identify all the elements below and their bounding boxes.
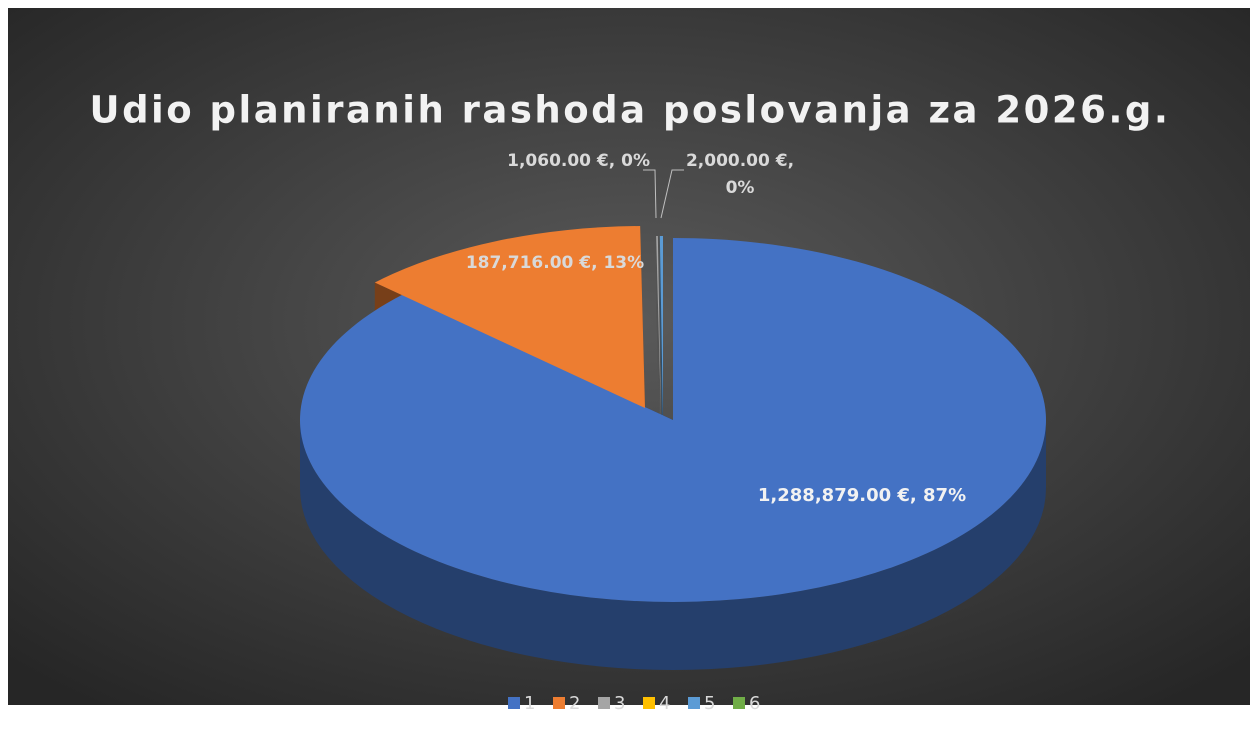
leader-line [660,169,684,219]
legend-label: 2 [569,693,580,714]
legend-label: 5 [704,693,715,714]
legend-swatch [508,697,520,709]
chart-title: Udio planiranih rashoda poslovanja za 20… [90,89,1171,132]
leader-line [643,169,657,219]
legend-swatch [598,697,610,709]
legend-swatch [643,697,655,709]
data-label: 187,716.00 €, 13% [465,253,645,273]
legend-swatch [733,697,745,709]
legend-swatch [688,697,700,709]
legend-label: 6 [749,693,760,714]
data-label: 1,288,879.00 €, 87% [757,485,967,506]
legend-label: 4 [659,693,670,714]
legend-swatch [553,697,565,709]
pie-slice [374,226,645,408]
pie-side [300,420,1046,670]
data-label: 1,060.00 €, 0% [507,151,650,171]
pie-slice [659,236,663,418]
data-label: 2,000.00 €, 0% [685,151,795,198]
pie-slice [656,236,661,418]
pie-slice [300,238,1047,602]
legend-label: 1 [524,693,535,714]
legend-label: 3 [614,693,625,714]
